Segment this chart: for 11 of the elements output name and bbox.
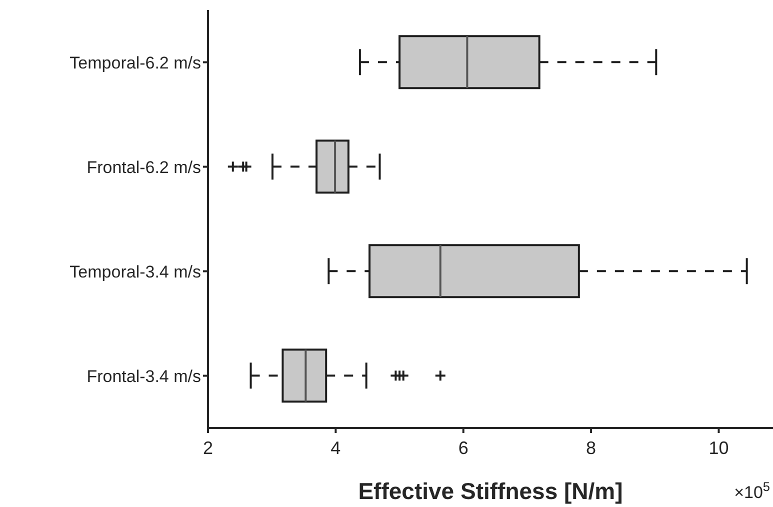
y-tick-label: Frontal-6.2 m/s	[86, 158, 201, 177]
x-axis-title: Effective Stiffness [N/m]	[358, 478, 623, 504]
x-tick-label: 8	[586, 438, 596, 458]
x-tick-label: 4	[330, 438, 341, 458]
y-tick-label: Temporal-6.2 m/s	[70, 53, 201, 72]
x-tick-label: 2	[202, 438, 214, 458]
y-tick-label: Temporal-3.4 m/s	[70, 262, 201, 282]
x-tick-label: 10	[708, 438, 729, 458]
text: ×10$^{5}$	[734, 478, 770, 502]
y-tick-label: Frontal-3.4 m/s	[86, 366, 201, 386]
x-tick-label: 6	[458, 438, 468, 458]
